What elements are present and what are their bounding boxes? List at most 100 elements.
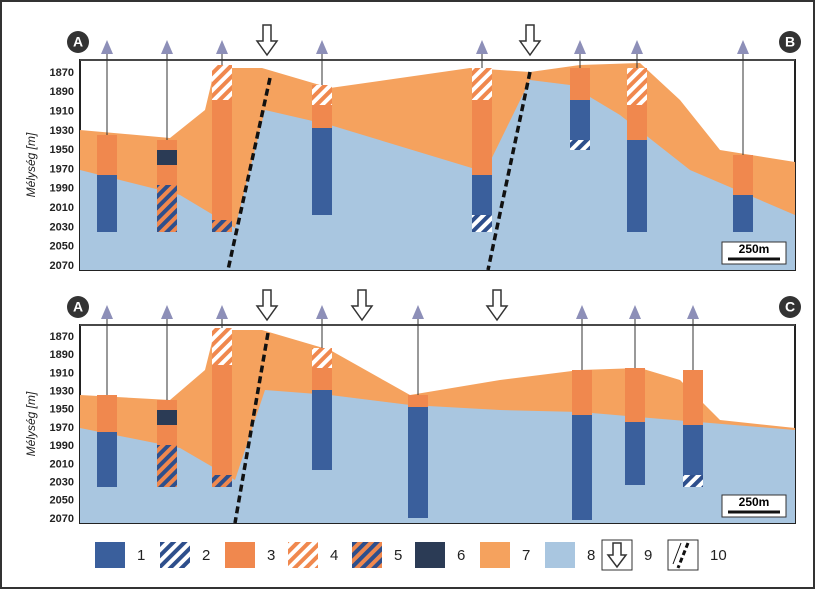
borehole-segment	[408, 395, 428, 407]
legend-label: 7	[522, 547, 530, 564]
borehole-segment	[212, 220, 232, 232]
depth-tick-label: 1870	[50, 67, 74, 79]
legend-label: 10	[710, 547, 727, 564]
borehole-segment	[627, 105, 647, 140]
borehole-segment	[157, 445, 177, 487]
section-end-label: C	[785, 299, 795, 315]
well-marker	[576, 305, 588, 319]
legend-fault-thin	[672, 542, 682, 565]
legend-swatch	[480, 542, 510, 568]
well-marker	[316, 305, 328, 319]
view-arrow	[255, 24, 279, 57]
legend-label: 8	[587, 547, 595, 564]
borehole-segment	[212, 475, 232, 487]
depth-tick-label: 2050	[50, 241, 74, 253]
well-marker	[101, 305, 113, 319]
legend-arrow	[606, 542, 628, 569]
well-marker	[476, 40, 488, 54]
section-end-label: A	[73, 299, 83, 315]
borehole-segment	[627, 140, 647, 232]
section-end-badge	[67, 296, 89, 318]
depth-tick-label: 1970	[50, 163, 74, 175]
borehole-segment	[570, 68, 590, 100]
legend-label: 2	[202, 547, 210, 564]
legend-swatch	[352, 542, 382, 568]
depth-tick-label: 1870	[50, 331, 74, 343]
depth-tick-label: 1950	[50, 144, 74, 156]
depth-tick-label: 1970	[50, 422, 74, 434]
borehole-segment	[97, 395, 117, 432]
legend-label: 6	[457, 547, 465, 564]
well-marker	[412, 305, 424, 319]
borehole-segment	[157, 185, 177, 232]
borehole-segment	[97, 432, 117, 487]
depth-tick-label: 1930	[50, 386, 74, 398]
borehole-segment	[472, 68, 492, 100]
borehole-segment	[570, 100, 590, 140]
borehole-segment	[627, 68, 647, 105]
depth-tick-label: 2050	[50, 495, 74, 507]
borehole-segment	[572, 415, 592, 520]
view-arrow	[350, 289, 374, 322]
borehole-segment	[212, 365, 232, 475]
borehole-segment	[472, 215, 492, 232]
borehole-segment	[312, 128, 332, 215]
borehole-segment	[312, 105, 332, 128]
depth-tick-label: 2030	[50, 477, 74, 489]
borehole-segment	[625, 422, 645, 485]
fault	[233, 332, 270, 524]
borehole-segment	[570, 140, 590, 150]
depth-tick-label: 1990	[50, 183, 74, 195]
borehole-segment	[408, 407, 428, 518]
well-marker	[101, 40, 113, 54]
well-marker	[216, 305, 228, 319]
well-marker	[161, 305, 173, 319]
depth-tick-label: 2010	[50, 202, 74, 214]
borehole-segment	[683, 475, 703, 487]
legend-swatch	[288, 542, 318, 568]
well-marker	[216, 40, 228, 54]
borehole-segment	[97, 135, 117, 175]
borehole-segment	[472, 100, 492, 175]
well-marker	[316, 40, 328, 54]
view-arrow	[255, 289, 279, 322]
legend-swatch	[160, 542, 190, 568]
layer-clay	[80, 390, 795, 523]
well-marker	[629, 305, 641, 319]
borehole-segment	[212, 328, 232, 365]
depth-tick-label: 2030	[50, 221, 74, 233]
borehole-segment	[733, 195, 753, 232]
well-marker	[737, 40, 749, 54]
well-marker	[161, 40, 173, 54]
section-end-badge	[779, 31, 801, 53]
scale-bar-label: 250m	[739, 242, 770, 256]
depth-axis-label: Mélység [m]	[24, 132, 38, 197]
layer-clay	[80, 80, 795, 270]
borehole-segment	[312, 368, 332, 390]
legend-swatch	[415, 542, 445, 568]
view-arrow	[485, 289, 509, 322]
depth-tick-label: 1910	[50, 106, 74, 118]
borehole-segment	[212, 65, 232, 100]
scale-bar-label: 250m	[739, 495, 770, 509]
fault	[486, 71, 532, 271]
section-end-label: A	[73, 34, 83, 50]
legend-swatch	[545, 542, 575, 568]
well-marker	[574, 40, 586, 54]
borehole-segment	[733, 155, 753, 195]
depth-tick-label: 1890	[50, 86, 74, 98]
depth-axis-label: Mélység [m]	[24, 391, 38, 456]
depth-tick-label: 1990	[50, 440, 74, 452]
legend-label: 1	[137, 547, 145, 564]
section-end-badge	[67, 31, 89, 53]
borehole-segment	[157, 150, 177, 165]
legend-swatch	[225, 542, 255, 568]
borehole-segment	[683, 370, 703, 425]
depth-tick-label: 2070	[50, 513, 74, 525]
borehole-segment	[157, 410, 177, 425]
borehole-segment	[572, 370, 592, 415]
depth-tick-label: 2010	[50, 458, 74, 470]
legend-label: 3	[267, 547, 275, 564]
borehole-segment	[625, 368, 645, 422]
